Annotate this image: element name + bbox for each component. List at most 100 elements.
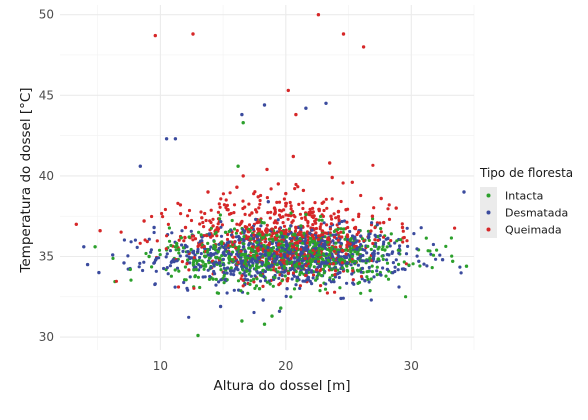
point-queimada [202,225,206,229]
point-queimada [379,230,383,234]
point-desmatada [219,220,223,224]
point-queimada [301,188,306,193]
point-intacta [349,237,353,241]
point-intacta [234,231,238,235]
point-queimada [331,262,335,266]
point-desmatada [209,245,213,249]
point-queimada [200,216,204,220]
point-desmatada [391,271,395,275]
point-desmatada [188,275,192,279]
point-queimada [311,273,316,277]
point-intacta [279,306,283,310]
point-intacta [147,254,151,259]
point-desmatada [386,236,390,240]
point-desmatada [367,265,371,270]
point-queimada [293,236,297,240]
legend: Tipo de floresta Intacta Desmatada Queim… [479,166,573,238]
point-desmatada [267,265,271,269]
point-intacta [128,267,132,272]
point-intacta [328,249,332,253]
point-desmatada [369,298,373,302]
point-intacta [272,275,276,279]
point-queimada [312,214,316,218]
point-desmatada [164,255,168,259]
point-queimada [270,234,274,238]
point-queimada [266,228,270,232]
point-desmatada [361,253,365,258]
point-intacta [275,233,279,238]
point-queimada [265,223,269,227]
point-queimada [328,231,332,235]
point-intacta [368,289,372,293]
point-desmatada [253,259,257,263]
point-intacta [157,248,162,252]
point-intacta [383,248,387,252]
point-desmatada [393,241,397,245]
point-intacta [267,237,271,241]
point-desmatada [240,264,244,268]
point-queimada [351,278,355,282]
point-desmatada [345,255,349,260]
point-queimada [304,264,308,268]
point-desmatada [353,235,357,239]
point-queimada [306,220,310,224]
point-desmatada [142,260,146,264]
point-intacta [402,260,406,264]
point-queimada [345,243,349,247]
point-queimada [179,212,183,216]
point-intacta [365,275,369,279]
point-intacta [262,322,267,326]
point-desmatada [153,282,157,287]
point-queimada [284,213,288,217]
point-queimada [309,210,313,214]
point-desmatada [228,269,233,273]
point-queimada [340,235,344,239]
point-desmatada [263,249,267,253]
point-desmatada [406,244,410,248]
point-queimada [272,212,276,216]
point-queimada [344,252,348,256]
point-desmatada [152,261,156,265]
point-intacta [271,238,275,243]
legend-item-intacta: Intacta [480,187,543,204]
point-queimada [165,234,169,238]
point-queimada [333,290,337,294]
point-desmatada [360,247,365,252]
point-queimada [370,214,375,218]
point-desmatada [390,251,394,255]
point-queimada [314,231,318,235]
point-desmatada [236,268,240,272]
point-intacta [93,245,97,249]
point-queimada [210,234,214,238]
point-intacta [339,227,343,231]
point-intacta [320,274,324,278]
point-desmatada [340,219,344,224]
point-intacta [340,257,344,261]
point-desmatada [217,261,221,265]
point-desmatada [276,218,280,222]
point-intacta [231,258,235,262]
legend-key-intacta [486,193,491,198]
point-queimada [325,291,329,295]
point-desmatada [269,264,273,268]
point-queimada [98,229,102,233]
point-intacta [220,240,224,244]
point-desmatada [126,254,130,258]
point-desmatada [462,190,466,194]
point-desmatada [288,236,292,241]
point-queimada [222,203,226,207]
point-queimada [293,187,297,191]
point-desmatada [284,239,288,244]
point-desmatada [252,310,256,315]
point-desmatada [320,238,324,243]
legend-item-queimada: Queimada [480,221,562,238]
point-queimada [304,218,308,222]
point-intacta [289,211,293,215]
point-intacta [254,284,259,288]
point-queimada [372,206,376,210]
point-desmatada [189,229,193,233]
point-desmatada [229,252,233,256]
point-queimada [319,284,323,288]
point-intacta [218,256,222,261]
point-intacta [240,319,244,323]
